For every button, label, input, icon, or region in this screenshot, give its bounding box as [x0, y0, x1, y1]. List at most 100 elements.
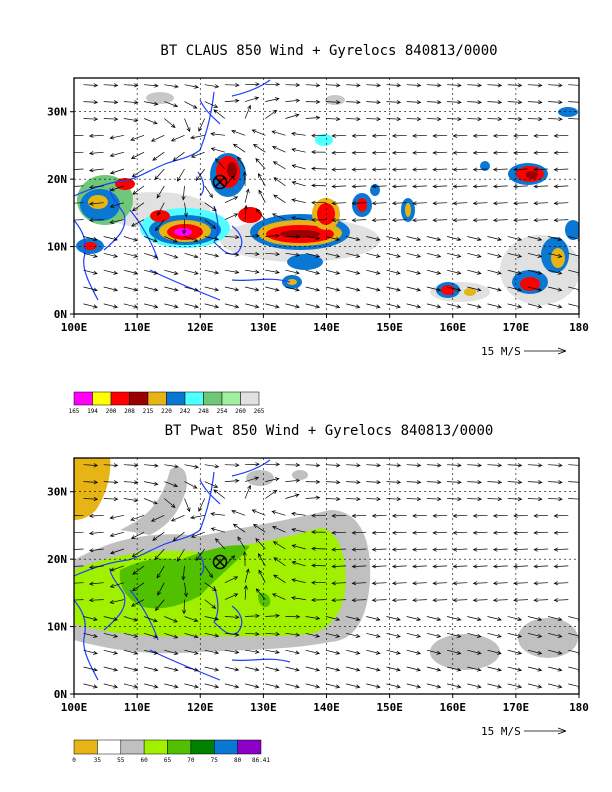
wind-vector	[204, 219, 217, 229]
wind-vector	[285, 614, 301, 619]
wind-vector	[237, 536, 246, 550]
y-tick-label: 30N	[47, 106, 67, 119]
wind-vector	[144, 481, 159, 486]
wind-vector	[103, 83, 119, 88]
colorbar-label: 55	[117, 757, 125, 764]
wind-vector	[170, 514, 185, 522]
wind-vector	[426, 496, 442, 502]
x-tick-label: 170E	[503, 321, 530, 334]
wind-vector	[285, 82, 301, 88]
wind-vector	[83, 252, 98, 258]
wind-vector	[507, 83, 523, 88]
wind-vector	[391, 218, 407, 223]
x-tick-label: 130E	[250, 321, 277, 334]
wind-vector	[472, 530, 488, 535]
x-tick-label: 150E	[376, 321, 403, 334]
wind-vector	[184, 649, 199, 655]
wind-vector	[513, 581, 528, 586]
y-ticks-pwat: 0N 10N 20N 30N	[47, 486, 74, 701]
wind-vector	[386, 649, 401, 655]
wind-vector	[472, 167, 488, 172]
wind-vector	[472, 150, 488, 155]
cloud-patch	[565, 220, 579, 240]
wind-vector	[346, 666, 361, 672]
wind-vector	[103, 286, 119, 292]
wind-vector	[291, 561, 306, 567]
wind-vector	[144, 286, 159, 292]
cloud-patch	[315, 134, 333, 146]
wind-vector	[391, 581, 407, 586]
wind-vector	[527, 666, 543, 672]
wind-vector	[273, 574, 286, 583]
wind-vector	[291, 147, 306, 153]
wind-vector	[351, 167, 367, 172]
wind-vector	[432, 133, 448, 138]
wind-vector	[553, 598, 569, 603]
wind-vector	[467, 480, 482, 485]
wind-vector	[305, 115, 321, 120]
wind-vector	[88, 151, 104, 156]
colorbar-label: 248	[198, 408, 209, 415]
wind-vector	[507, 632, 523, 638]
wind-vector	[305, 252, 321, 258]
wind-vector	[182, 219, 187, 235]
colorbar-pwat: 0 35 55 60 65 70 75 80 86.41	[72, 739, 270, 764]
wind-vector	[346, 236, 361, 242]
wind-vector	[548, 286, 563, 292]
colorbar-label: 0	[72, 757, 76, 764]
wind-vector	[386, 269, 401, 275]
wind-vector	[507, 303, 523, 309]
wind-vector	[144, 463, 159, 468]
wind-vector	[265, 82, 281, 87]
colorbar-swatch	[92, 391, 112, 406]
wind-vector	[224, 463, 240, 468]
wind-vector	[548, 649, 563, 655]
wind-vector	[271, 130, 286, 136]
wind-vector	[88, 133, 104, 138]
wind-vector	[371, 133, 387, 138]
wind-vector	[311, 597, 326, 603]
wind-vector	[224, 269, 240, 275]
wind-vector	[83, 683, 98, 689]
wind-vector	[258, 173, 266, 187]
wind-vector	[331, 184, 347, 189]
wind-vector	[487, 100, 503, 105]
wind-vector	[366, 616, 381, 622]
wind-vector	[325, 83, 341, 88]
wind-vector	[533, 167, 549, 172]
wind-vector	[568, 83, 579, 88]
wind-vector	[492, 598, 508, 603]
wind-vector	[245, 233, 260, 239]
wind-vector	[88, 581, 104, 586]
wind-vector	[452, 547, 468, 552]
wind-vector	[447, 116, 462, 122]
wind-vector	[507, 480, 523, 485]
wind-vector	[311, 529, 326, 535]
x-tick-label: 160E	[440, 701, 467, 714]
wind-vector	[103, 649, 119, 655]
pwat-patch	[74, 458, 111, 520]
wind-vector	[190, 151, 205, 158]
wind-vector	[507, 100, 523, 105]
wind-vector	[150, 514, 165, 522]
wind-vector	[170, 134, 185, 142]
wind-vector	[386, 496, 402, 502]
wind-vector	[109, 185, 125, 192]
wind-vector	[305, 286, 321, 292]
wind-vector	[83, 463, 99, 468]
wind-vector	[325, 496, 341, 502]
wind-vector	[331, 133, 347, 138]
wind-vector	[291, 544, 306, 550]
wind-vector	[123, 480, 139, 485]
wind-vector	[492, 530, 508, 535]
colorbar-label: 80	[234, 757, 242, 764]
wind-vector	[553, 513, 569, 518]
wind-vector	[527, 100, 543, 105]
wind-vector	[346, 252, 361, 258]
fields-pwat	[74, 458, 579, 689]
wind-vector	[467, 666, 482, 672]
wind-vector	[406, 683, 422, 689]
wind-vector	[447, 286, 462, 292]
wind-vector	[210, 527, 225, 533]
x-tick-label: 120E	[187, 321, 214, 334]
